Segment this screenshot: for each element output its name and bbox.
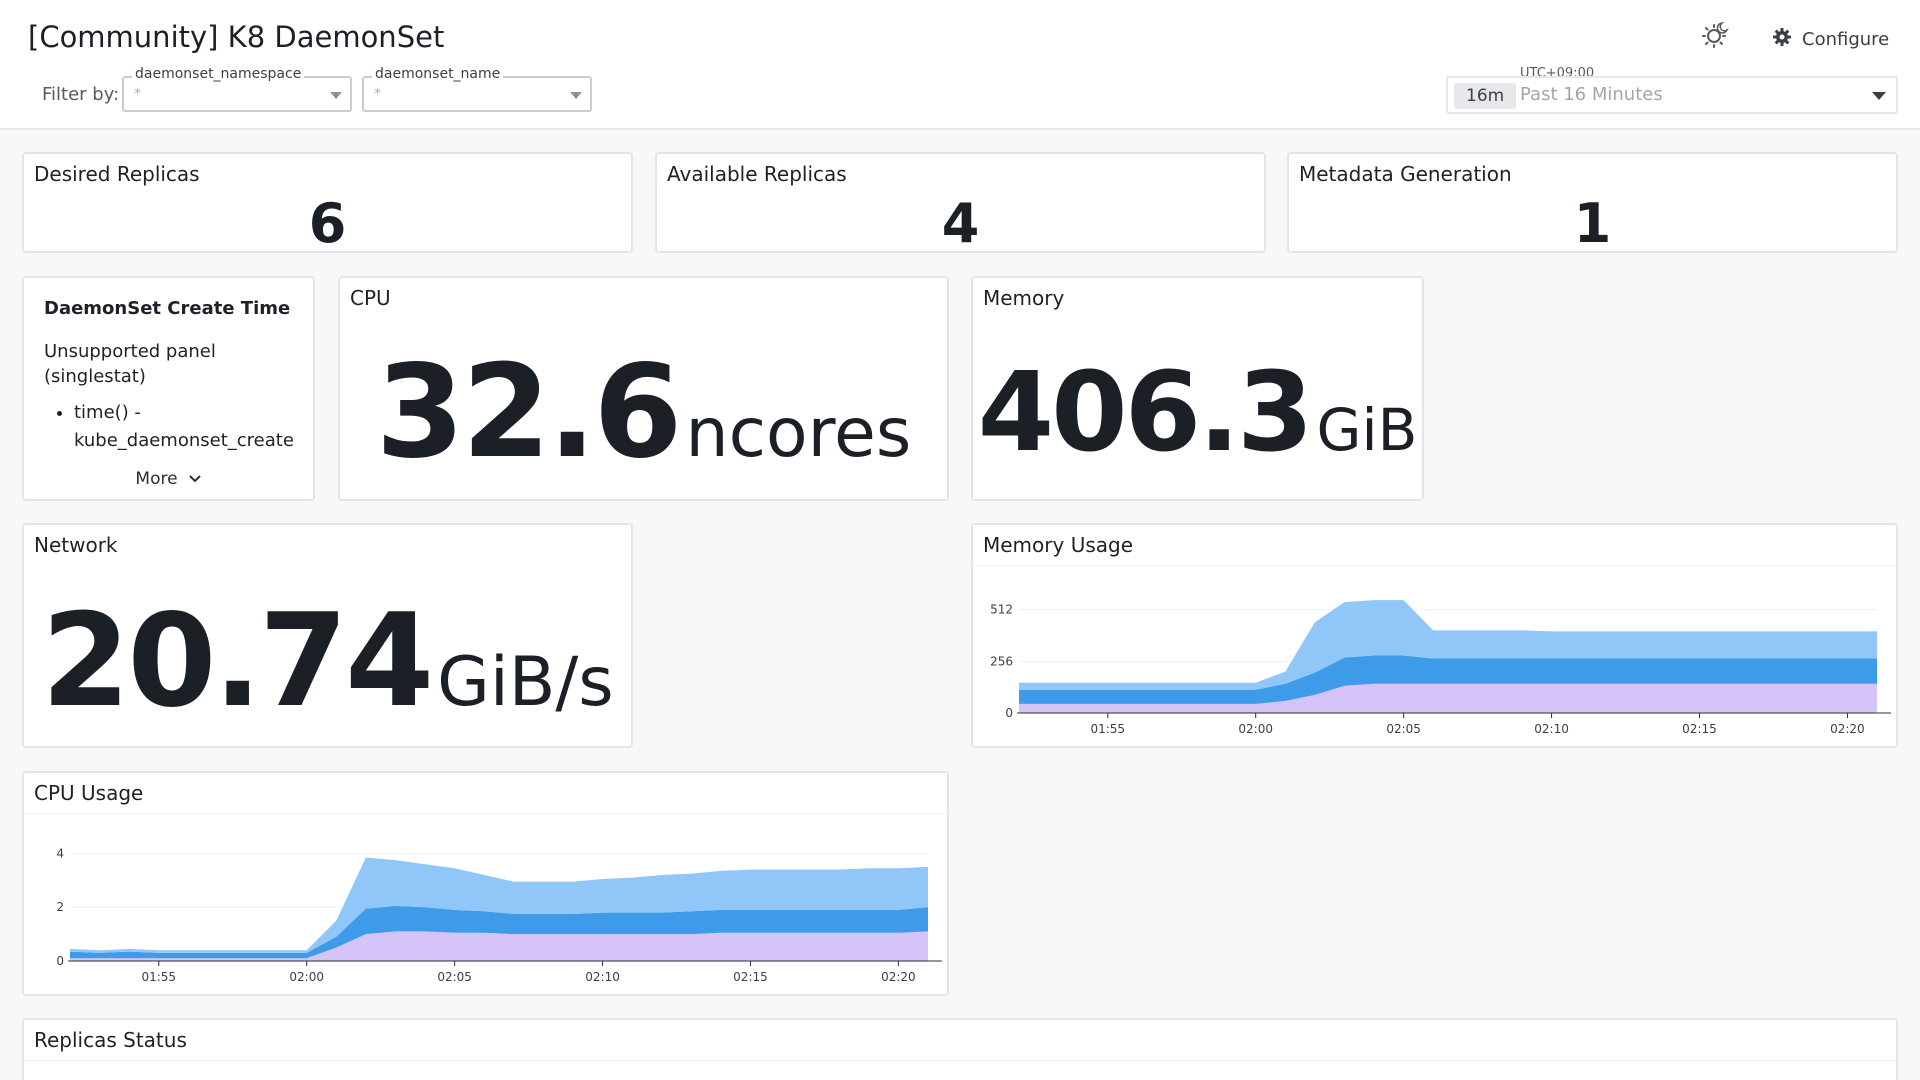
network-value: 20.74	[41, 587, 434, 736]
cpu-value: 32.6	[375, 338, 683, 487]
unsupported-text: Unsupported panel (singlestat)	[44, 341, 216, 387]
memory-usage-panel: Memory Usage 0 256 512 01:55 02:00 02:05 02:10…	[971, 523, 1898, 748]
theme-toggle-icon[interactable]	[1700, 20, 1730, 50]
x-tick-label: 02:00	[1238, 722, 1273, 736]
panel-title: Metadata Generation	[1299, 162, 1512, 186]
panel-divider	[24, 813, 947, 814]
x-tick-label: 02:10	[585, 970, 620, 984]
configure-label: Configure	[1802, 28, 1890, 50]
panel-title: Replicas Status	[34, 1028, 187, 1052]
x-tick-label: 02:10	[1534, 722, 1569, 736]
metadata-generation-value: 1	[1573, 192, 1612, 253]
series-area-2	[70, 905, 928, 959]
panel-divider	[24, 1060, 1896, 1061]
x-tick-label: 02:15	[733, 970, 768, 984]
x-tick-label: 02:20	[881, 970, 916, 984]
namespace-filter-select[interactable]: daemonset_namespace *	[122, 66, 352, 112]
time-range-badge: 16m	[1454, 83, 1517, 109]
query-item: time() - kube_daemonset_create	[74, 399, 294, 455]
replicas-status-panel: Replicas Status	[22, 1018, 1898, 1080]
more-button[interactable]: More	[24, 459, 313, 499]
y-tick-label: 512	[990, 603, 1013, 617]
chevron-down-icon	[188, 469, 202, 489]
x-tick-label: 01:55	[141, 970, 176, 984]
y-tick-label: 2	[56, 900, 64, 914]
cpu-usage-chart: 0 2 4 01:55 02:00 02:05 02:10 02:15 02:20	[56, 846, 942, 984]
x-tick-label: 01:55	[1090, 722, 1125, 736]
desired-replicas-panel: Desired Replicas 6	[22, 152, 633, 253]
cpu-panel: CPU 32.6ncores	[338, 276, 949, 501]
x-tick-label: 02:05	[1386, 722, 1421, 736]
y-tick-label: 0	[56, 954, 64, 968]
panel-title: Desired Replicas	[34, 162, 200, 186]
chevron-down-icon	[570, 92, 582, 99]
memory-unit: GiB	[1316, 396, 1418, 464]
gear-icon	[1772, 27, 1792, 51]
x-tick-label: 02:20	[1830, 722, 1865, 736]
panel-title: Available Replicas	[667, 162, 847, 186]
network-stat: 20.74GiB/s	[24, 587, 631, 736]
panel-title: Memory	[983, 286, 1065, 310]
available-replicas-value: 4	[941, 192, 980, 253]
memory-stat: 406.3 GiB	[973, 348, 1422, 476]
time-range-text: Past 16 Minutes	[1520, 84, 1663, 105]
network-unit: GiB/s	[437, 643, 614, 722]
name-filter-value: *	[374, 86, 381, 102]
name-filter-select[interactable]: daemonset_name *	[362, 66, 592, 112]
namespace-filter-label: daemonset_namespace	[132, 66, 305, 82]
panel-divider	[973, 565, 1896, 566]
panel-heading: DaemonSet Create Time	[44, 298, 291, 319]
series-area-1	[1019, 683, 1877, 713]
metadata-generation-panel: Metadata Generation 1	[1287, 152, 1898, 253]
x-tick-label: 02:15	[1682, 722, 1717, 736]
namespace-filter-value: *	[134, 86, 141, 102]
network-panel: Network 20.74GiB/s	[22, 523, 633, 748]
chevron-down-icon	[330, 92, 342, 99]
chevron-down-icon	[1872, 92, 1886, 100]
available-replicas-panel: Available Replicas 4	[655, 152, 1266, 253]
query-list: time() - kube_daemonset_create	[44, 399, 294, 455]
cpu-unit: ncores	[685, 394, 912, 473]
panel-title: Memory Usage	[983, 533, 1134, 557]
memory-value: 406.3	[977, 348, 1314, 476]
cpu-stat: 32.6ncores	[340, 338, 947, 487]
series-area-2	[1019, 655, 1877, 704]
daemonset-create-time-panel: DaemonSet Create Time Unsupported panel …	[22, 276, 315, 501]
memory-panel: Memory 406.3 GiB	[971, 276, 1424, 501]
cpu-usage-panel: CPU Usage 0 2 4 01:55 02:00 02:05 02:10 02:15 02…	[22, 771, 949, 996]
panel-title: CPU Usage	[34, 781, 144, 805]
panel-title: CPU	[350, 286, 391, 310]
desired-replicas-value: 6	[308, 192, 347, 253]
configure-button[interactable]: Configure	[1772, 26, 1889, 52]
dashboard-title: [Community] K8 DaemonSet	[28, 20, 445, 54]
series-area-1	[70, 931, 928, 961]
y-tick-label: 256	[990, 654, 1013, 668]
name-filter-label: daemonset_name	[372, 66, 504, 82]
y-tick-label: 4	[56, 846, 64, 860]
x-tick-label: 02:00	[289, 970, 324, 984]
x-tick-label: 02:05	[437, 970, 472, 984]
more-label: More	[135, 469, 178, 489]
memory-usage-chart: 0 256 512 01:55 02:00 02:05 02:10 02:15 02:20	[990, 600, 1891, 736]
series-area-3	[70, 857, 928, 953]
series-area-3	[1019, 600, 1877, 690]
filter-label: Filter by:	[42, 84, 120, 105]
y-tick-label: 0	[1005, 706, 1013, 720]
time-range-picker[interactable]: 16m Past 16 Minutes	[1446, 76, 1898, 114]
dashboard-header: [Community] K8 DaemonSet Filter by: daem…	[0, 0, 1920, 130]
panel-title: Network	[34, 533, 118, 557]
